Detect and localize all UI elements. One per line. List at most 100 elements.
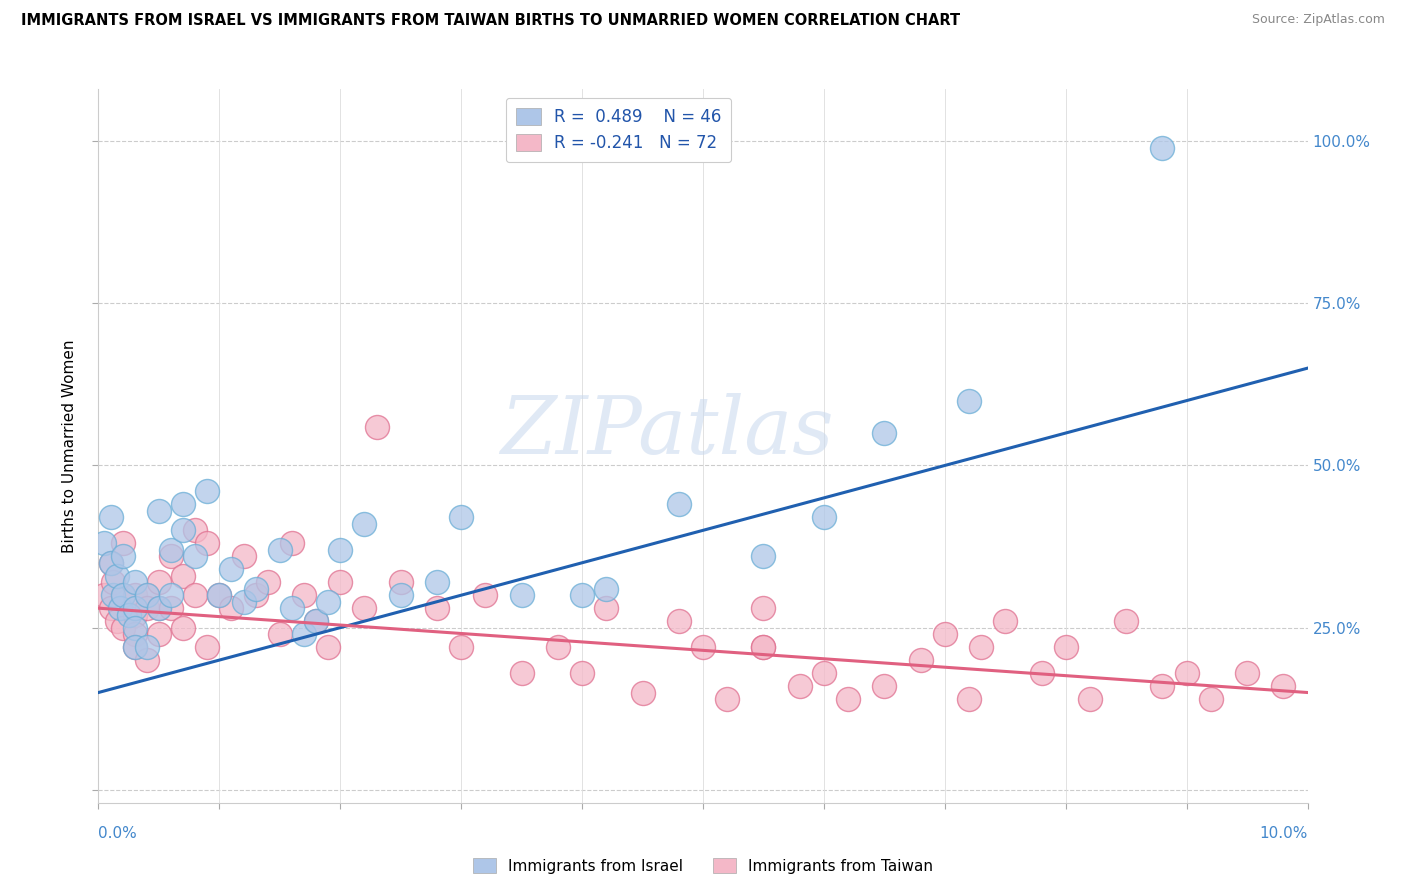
Point: [873, 425, 896, 440]
Point: [93, 536, 115, 550]
Point: [100, 510, 122, 524]
Point: [547, 640, 569, 654]
Point: [124, 640, 146, 654]
Point: [148, 601, 170, 615]
Point: [957, 393, 980, 408]
Point: [281, 601, 304, 615]
Point: [474, 588, 496, 602]
Point: [426, 575, 449, 590]
Point: [124, 627, 146, 641]
Point: [510, 666, 533, 681]
Point: [148, 601, 170, 615]
Point: [752, 640, 775, 654]
Point: [160, 601, 183, 615]
Point: [1152, 679, 1174, 693]
Point: [813, 510, 835, 524]
Point: [668, 497, 690, 511]
Point: [692, 640, 714, 654]
Point: [111, 621, 134, 635]
Point: [108, 601, 131, 615]
Point: [124, 588, 146, 602]
Point: [184, 549, 207, 564]
Point: [970, 640, 993, 654]
Point: [124, 607, 146, 622]
Point: [595, 601, 617, 615]
Point: [135, 588, 157, 602]
Point: [450, 640, 472, 654]
Point: [124, 640, 146, 654]
Point: [148, 575, 170, 590]
Point: [100, 601, 122, 615]
Point: [366, 419, 388, 434]
Point: [172, 497, 194, 511]
Point: [934, 627, 956, 641]
Point: [316, 595, 339, 609]
Point: [269, 627, 291, 641]
Point: [426, 601, 449, 615]
Text: IMMIGRANTS FROM ISRAEL VS IMMIGRANTS FROM TAIWAN BIRTHS TO UNMARRIED WOMEN CORRE: IMMIGRANTS FROM ISRAEL VS IMMIGRANTS FRO…: [21, 13, 960, 29]
Point: [1272, 679, 1295, 693]
Point: [329, 542, 352, 557]
Text: 0.0%: 0.0%: [98, 825, 138, 840]
Point: [571, 666, 593, 681]
Point: [269, 542, 291, 557]
Point: [1175, 666, 1198, 681]
Text: ZIPatlas: ZIPatlas: [501, 393, 834, 470]
Point: [752, 640, 775, 654]
Point: [305, 614, 328, 628]
Point: [668, 614, 690, 628]
Point: [172, 524, 194, 538]
Point: [813, 666, 835, 681]
Point: [118, 607, 141, 622]
Point: [245, 582, 267, 596]
Point: [105, 614, 128, 628]
Point: [195, 640, 218, 654]
Point: [389, 575, 412, 590]
Point: [221, 601, 243, 615]
Point: [450, 510, 472, 524]
Point: [631, 685, 654, 699]
Point: [389, 588, 412, 602]
Point: [184, 588, 207, 602]
Point: [135, 640, 157, 654]
Point: [1078, 692, 1101, 706]
Point: [256, 575, 278, 590]
Point: [135, 601, 157, 615]
Text: Source: ZipAtlas.com: Source: ZipAtlas.com: [1251, 13, 1385, 27]
Point: [957, 692, 980, 706]
Legend: Immigrants from Israel, Immigrants from Taiwan: Immigrants from Israel, Immigrants from …: [467, 852, 939, 880]
Point: [716, 692, 738, 706]
Point: [316, 640, 339, 654]
Point: [305, 614, 328, 628]
Point: [353, 516, 375, 531]
Point: [232, 595, 254, 609]
Point: [195, 484, 218, 499]
Point: [994, 614, 1017, 628]
Point: [124, 601, 146, 615]
Point: [111, 549, 134, 564]
Text: 10.0%: 10.0%: [1260, 825, 1308, 840]
Point: [1199, 692, 1222, 706]
Point: [135, 653, 157, 667]
Point: [93, 588, 115, 602]
Point: [1031, 666, 1053, 681]
Point: [105, 568, 128, 582]
Point: [837, 692, 859, 706]
Point: [221, 562, 243, 576]
Point: [281, 536, 304, 550]
Point: [292, 588, 315, 602]
Point: [101, 588, 124, 602]
Point: [111, 588, 134, 602]
Point: [571, 588, 593, 602]
Point: [595, 582, 617, 596]
Legend: R =  0.489    N = 46, R = -0.241   N = 72: R = 0.489 N = 46, R = -0.241 N = 72: [506, 97, 731, 162]
Point: [100, 556, 122, 570]
Point: [160, 588, 183, 602]
Point: [124, 621, 146, 635]
Point: [292, 627, 315, 641]
Point: [873, 679, 896, 693]
Point: [160, 549, 183, 564]
Point: [172, 568, 194, 582]
Point: [135, 588, 157, 602]
Point: [1115, 614, 1137, 628]
